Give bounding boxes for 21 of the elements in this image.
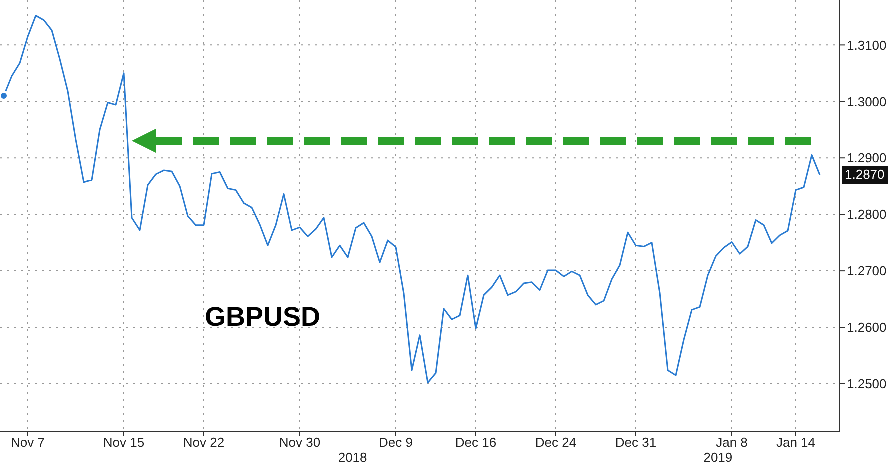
x-tick-label: Jan 14	[776, 435, 816, 450]
x-tick-label: Nov 7	[11, 435, 45, 450]
x-tick-label: Dec 16	[455, 435, 497, 450]
y-tick-label: 1.3100	[847, 38, 887, 53]
x-tick-label: Nov 15	[103, 435, 145, 450]
text: GBPUSD	[205, 302, 321, 333]
text: 2019	[704, 450, 733, 465]
x-tick-label: Dec 31	[615, 435, 657, 450]
x-tick-label: Nov 30	[279, 435, 321, 450]
y-tick-label: 1.2900	[847, 150, 887, 166]
x-tick-label: Nov 22	[183, 435, 225, 450]
y-tick-label: 1.2600	[847, 320, 887, 336]
text: 1.2870	[842, 166, 888, 184]
x-tick-label: Dec 9	[379, 435, 413, 450]
text: 2018	[338, 450, 368, 465]
y-tick-label: 1.3000	[847, 94, 887, 110]
x-tick-label: Dec 24	[535, 435, 577, 450]
y-tick-label: 1.2800	[847, 207, 887, 222]
y-tick-label: 1.2500	[847, 376, 887, 392]
y-tick-label: 1.2700	[847, 264, 887, 279]
x-tick-label: Jan 8	[716, 435, 748, 450]
